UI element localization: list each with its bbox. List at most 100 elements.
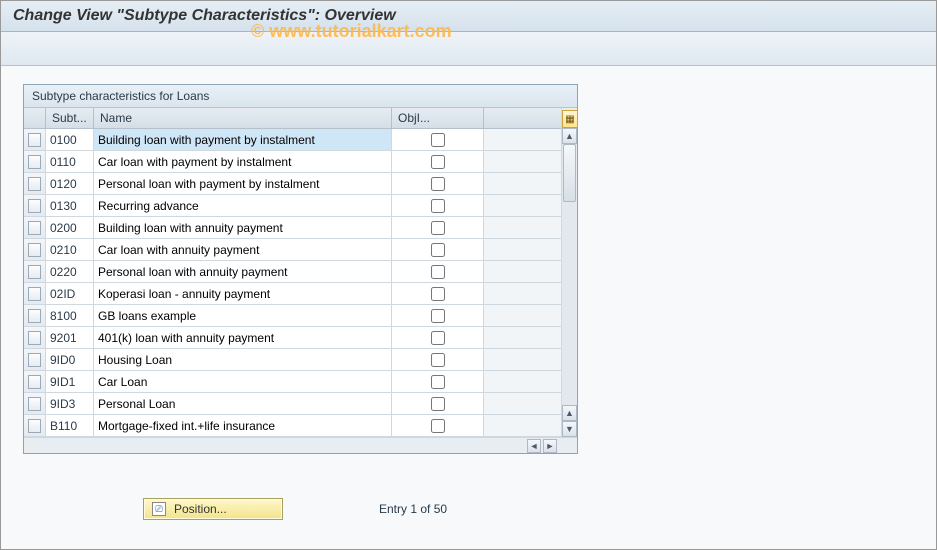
cell-subtype[interactable]: 9201 bbox=[46, 327, 94, 348]
table-row[interactable]: 02IDKoperasi loan - annuity payment bbox=[24, 283, 561, 305]
cell-subtype[interactable]: 0130 bbox=[46, 195, 94, 216]
cell-name[interactable]: Koperasi loan - annuity payment bbox=[94, 283, 392, 304]
cell-name[interactable]: GB loans example bbox=[94, 305, 392, 326]
cell-subtype[interactable]: 9ID0 bbox=[46, 349, 94, 370]
table-row[interactable]: 8100GB loans example bbox=[24, 305, 561, 327]
cell-name[interactable]: Building loan with annuity payment bbox=[94, 217, 392, 238]
row-selector-button[interactable] bbox=[28, 199, 41, 213]
row-selector-button[interactable] bbox=[28, 133, 41, 147]
obj-checkbox[interactable] bbox=[431, 221, 445, 235]
row-selector-button[interactable] bbox=[28, 419, 41, 433]
row-selector[interactable] bbox=[24, 261, 46, 282]
row-selector-button[interactable] bbox=[28, 397, 41, 411]
cell-subtype[interactable]: 9ID1 bbox=[46, 371, 94, 392]
table-row[interactable]: 0220Personal loan with annuity payment bbox=[24, 261, 561, 283]
row-selector-button[interactable] bbox=[28, 287, 41, 301]
obj-checkbox[interactable] bbox=[431, 265, 445, 279]
col-name[interactable]: Name bbox=[94, 108, 392, 128]
cell-name[interactable]: Mortgage-fixed int.+life insurance bbox=[94, 415, 392, 436]
scroll-down-top-button[interactable]: ▲ bbox=[562, 405, 577, 421]
cell-name[interactable]: Personal Loan bbox=[94, 393, 392, 414]
row-selector[interactable] bbox=[24, 305, 46, 326]
obj-checkbox[interactable] bbox=[431, 133, 445, 147]
table-row[interactable]: 9ID1Car Loan bbox=[24, 371, 561, 393]
scroll-track[interactable] bbox=[562, 144, 577, 405]
obj-checkbox[interactable] bbox=[431, 397, 445, 411]
row-selector-button[interactable] bbox=[28, 375, 41, 389]
row-selector[interactable] bbox=[24, 283, 46, 304]
obj-checkbox[interactable] bbox=[431, 331, 445, 345]
cell-subtype[interactable]: 0220 bbox=[46, 261, 94, 282]
cell-name[interactable]: Personal loan with annuity payment bbox=[94, 261, 392, 282]
scroll-thumb[interactable] bbox=[563, 144, 576, 202]
table-row[interactable]: 9ID0Housing Loan bbox=[24, 349, 561, 371]
obj-checkbox[interactable] bbox=[431, 287, 445, 301]
position-icon: ⎚ bbox=[152, 502, 166, 516]
cell-name[interactable]: Car Loan bbox=[94, 371, 392, 392]
row-selector-button[interactable] bbox=[28, 331, 41, 345]
horizontal-scrollbar[interactable]: ◄ ► bbox=[24, 437, 577, 453]
vertical-scrollbar[interactable]: ▦ ▲ ▲ ▼ bbox=[561, 108, 577, 437]
obj-checkbox[interactable] bbox=[431, 353, 445, 367]
cell-subtype[interactable]: 0100 bbox=[46, 129, 94, 150]
cell-name[interactable]: Personal loan with payment by instalment bbox=[94, 173, 392, 194]
row-selector-button[interactable] bbox=[28, 177, 41, 191]
row-selector[interactable] bbox=[24, 239, 46, 260]
cell-subtype[interactable]: 0120 bbox=[46, 173, 94, 194]
row-selector-button[interactable] bbox=[28, 265, 41, 279]
cell-name[interactable]: Car loan with annuity payment bbox=[94, 239, 392, 260]
row-selector[interactable] bbox=[24, 151, 46, 172]
row-selector-button[interactable] bbox=[28, 243, 41, 257]
row-selector[interactable] bbox=[24, 349, 46, 370]
table-row[interactable]: 0200Building loan with annuity payment bbox=[24, 217, 561, 239]
row-selector-button[interactable] bbox=[28, 221, 41, 235]
scroll-down-button[interactable]: ▼ bbox=[562, 421, 577, 437]
row-selector[interactable] bbox=[24, 371, 46, 392]
cell-subtype[interactable]: 9ID3 bbox=[46, 393, 94, 414]
col-obj[interactable]: ObjI... bbox=[392, 108, 484, 128]
row-selector-button[interactable] bbox=[28, 353, 41, 367]
cell-subtype[interactable]: B110 bbox=[46, 415, 94, 436]
col-subtype[interactable]: Subt... bbox=[46, 108, 94, 128]
cell-name[interactable]: Building loan with payment by instalment bbox=[94, 129, 392, 150]
row-selector[interactable] bbox=[24, 129, 46, 150]
table-row[interactable]: 0100Building loan with payment by instal… bbox=[24, 129, 561, 151]
table-row[interactable]: 0120Personal loan with payment by instal… bbox=[24, 173, 561, 195]
cell-name[interactable]: 401(k) loan with annuity payment bbox=[94, 327, 392, 348]
row-selector-button[interactable] bbox=[28, 155, 41, 169]
cell-name[interactable]: Recurring advance bbox=[94, 195, 392, 216]
scroll-left-button[interactable]: ◄ bbox=[527, 439, 541, 453]
table-settings-button[interactable]: ▦ bbox=[562, 110, 578, 128]
table-row[interactable]: 9201401(k) loan with annuity payment bbox=[24, 327, 561, 349]
cell-subtype[interactable]: 8100 bbox=[46, 305, 94, 326]
position-button[interactable]: ⎚ Position... bbox=[143, 498, 283, 520]
row-selector[interactable] bbox=[24, 195, 46, 216]
row-selector[interactable] bbox=[24, 393, 46, 414]
obj-checkbox[interactable] bbox=[431, 177, 445, 191]
table-row[interactable]: B110Mortgage-fixed int.+life insurance bbox=[24, 415, 561, 437]
row-selector[interactable] bbox=[24, 327, 46, 348]
cell-name[interactable]: Car loan with payment by instalment bbox=[94, 151, 392, 172]
obj-checkbox[interactable] bbox=[431, 243, 445, 257]
cell-subtype[interactable]: 0210 bbox=[46, 239, 94, 260]
scroll-right-button[interactable]: ► bbox=[543, 439, 557, 453]
scroll-up-button[interactable]: ▲ bbox=[562, 128, 577, 144]
table-row[interactable]: 9ID3Personal Loan bbox=[24, 393, 561, 415]
obj-checkbox[interactable] bbox=[431, 309, 445, 323]
cell-subtype[interactable]: 02ID bbox=[46, 283, 94, 304]
table-row[interactable]: 0130Recurring advance bbox=[24, 195, 561, 217]
row-selector[interactable] bbox=[24, 173, 46, 194]
obj-checkbox[interactable] bbox=[431, 419, 445, 433]
row-selector-button[interactable] bbox=[28, 309, 41, 323]
row-selector[interactable] bbox=[24, 415, 46, 436]
cell-name[interactable]: Housing Loan bbox=[94, 349, 392, 370]
table-row[interactable]: 0210Car loan with annuity payment bbox=[24, 239, 561, 261]
row-selector[interactable] bbox=[24, 217, 46, 238]
obj-checkbox[interactable] bbox=[431, 199, 445, 213]
cell-fill bbox=[484, 129, 561, 150]
cell-subtype[interactable]: 0110 bbox=[46, 151, 94, 172]
table-row[interactable]: 0110Car loan with payment by instalment bbox=[24, 151, 561, 173]
cell-subtype[interactable]: 0200 bbox=[46, 217, 94, 238]
obj-checkbox[interactable] bbox=[431, 375, 445, 389]
obj-checkbox[interactable] bbox=[431, 155, 445, 169]
